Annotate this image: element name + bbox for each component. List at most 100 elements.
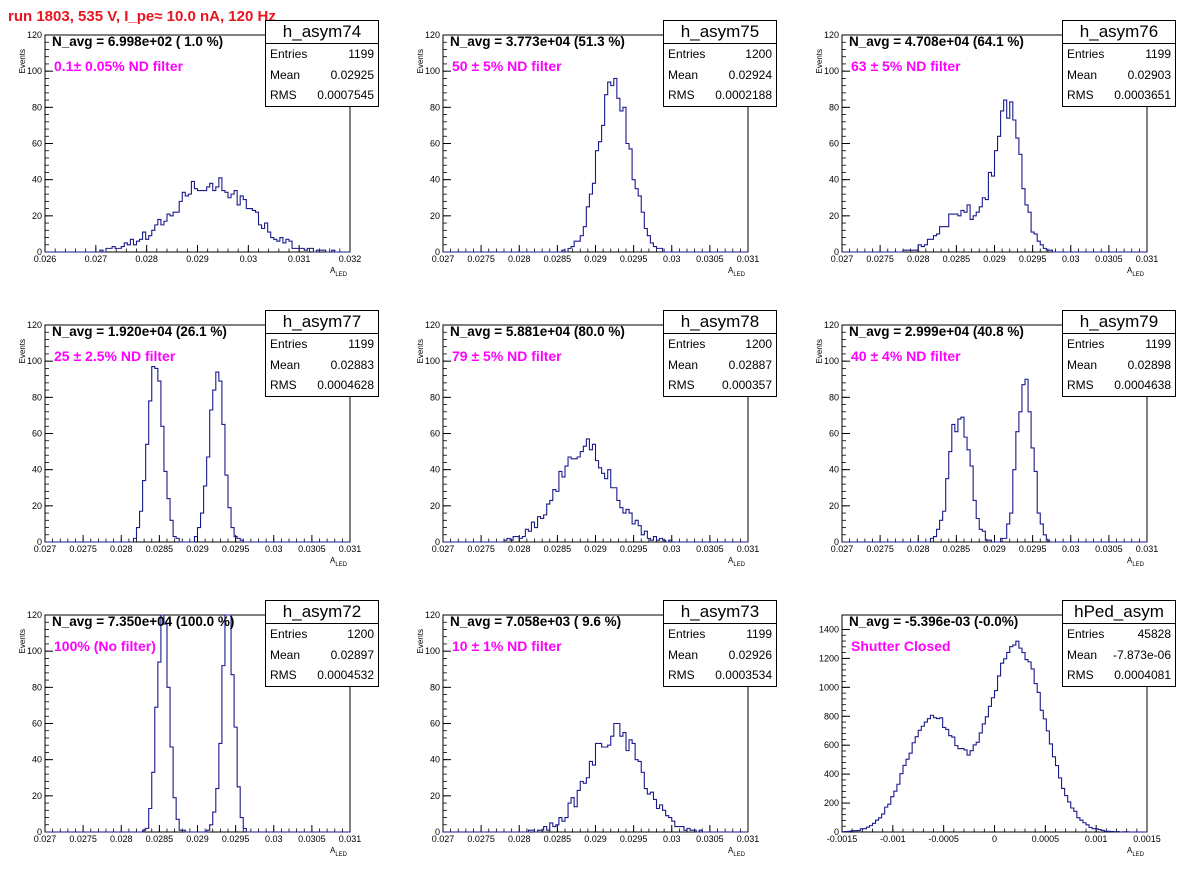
rms-label: RMS <box>1067 88 1094 102</box>
entries-value: 1200 <box>745 47 772 61</box>
x-tick-label: 0.0295 <box>222 834 250 844</box>
y-tick-label: 1200 <box>819 653 839 663</box>
x-tick-label: 0.029 <box>186 254 209 264</box>
y-tick-label: 20 <box>829 211 839 221</box>
y-tick-label: 40 <box>829 175 839 185</box>
x-tick-label: -0.0005 <box>928 834 959 844</box>
y-tick-label: 120 <box>425 320 440 330</box>
stats-box: h_asym73 Entries 1199 Mean 0.02926 RMS 0.00… <box>663 600 777 687</box>
run-title: run 1803, 535 V, I_pe≈ 10.0 nA, 120 Hz <box>8 8 276 25</box>
histogram-plot: 0.027 0.0275 0.028 0.0285 0.029 0.0295 0.03 0.0… <box>416 320 759 568</box>
histogram-panel: 0.027 0.0275 0.028 0.0285 0.029 0.0295 0.03 0.0… <box>398 598 796 888</box>
histogram-series <box>45 366 350 543</box>
x-tick-label: 0.028 <box>907 544 930 554</box>
x-tick-label: 0.031 <box>737 254 760 264</box>
histogram-plot: 0.027 0.0275 0.028 0.0285 0.029 0.0295 0.03 0.0… <box>416 30 760 278</box>
y-tick-label: 120 <box>824 320 839 330</box>
x-tick-label: -0.0015 <box>827 834 858 844</box>
y-axis-title: Events <box>815 339 824 363</box>
entries-value: 1200 <box>347 627 374 641</box>
x-tick-label: 0.0305 <box>298 834 326 844</box>
y-tick-label: 60 <box>430 429 440 439</box>
entries-value: 1199 <box>1145 47 1171 61</box>
rms-value: 0.0003534 <box>715 668 772 682</box>
histogram-panel: -0.0015 -0.001 -0.0005 0 0.0005 0.001 0.0015 0 2… <box>797 598 1195 888</box>
filter-annotation: 40 ± 4% ND filter <box>851 348 961 364</box>
mean-value: 0.02887 <box>728 357 772 372</box>
x-tick-label: 0.029 <box>584 834 607 844</box>
filter-annotation: 50 ± 5% ND filter <box>452 58 562 74</box>
x-tick-label: 0.031 <box>339 834 362 844</box>
y-tick-label: 100 <box>27 646 42 656</box>
entries-value: 1200 <box>745 337 772 351</box>
y-tick-label: 120 <box>824 30 839 40</box>
x-tick-label: 0.027 <box>831 544 854 554</box>
y-tick-label: 20 <box>430 501 440 511</box>
rms-value: 0.0003651 <box>1114 88 1171 102</box>
x-tick-label: 0.0305 <box>298 544 326 554</box>
histogram-panel: 0.027 0.0275 0.028 0.0285 0.029 0.0295 0.03 0.0… <box>0 308 398 598</box>
rms-value: 0.0007545 <box>317 88 374 102</box>
x-axis-title: ALED <box>728 556 746 568</box>
y-tick-label: 60 <box>829 429 839 439</box>
y-axis-title: Events <box>18 49 27 73</box>
x-tick-label: 0.028 <box>135 254 158 264</box>
rms-value: 0.000357 <box>721 378 772 392</box>
stats-box: h_asym79 Entries 1199 Mean 0.02898 RMS 0.00… <box>1062 310 1176 397</box>
x-tick-label: 0.031 <box>1136 254 1159 264</box>
x-tick-label: 0.0305 <box>696 254 724 264</box>
y-tick-label: 40 <box>430 465 440 475</box>
y-tick-label: 60 <box>32 429 42 439</box>
y-axis-title: Events <box>815 49 824 73</box>
entries-value: 1199 <box>348 337 374 351</box>
mean-value: 0.02883 <box>330 357 374 372</box>
x-tick-label: 0.028 <box>508 254 531 264</box>
x-tick-label: 0.03 <box>1062 544 1080 554</box>
histogram-name: hPed_asym <box>1063 601 1175 624</box>
x-tick-label: 0.029 <box>186 544 209 554</box>
y-tick-label: 1400 <box>819 624 839 634</box>
x-tick-label: 0.0295 <box>1019 254 1047 264</box>
histogram-plot: 0.027 0.0275 0.028 0.0285 0.029 0.0295 0.03 0.0… <box>18 610 362 858</box>
mean-value: 0.02926 <box>728 647 772 662</box>
y-tick-label: 0 <box>37 827 42 837</box>
x-tick-label: 0.0005 <box>1032 834 1060 844</box>
y-tick-label: 20 <box>32 211 42 221</box>
mean-label: Mean <box>1067 357 1098 372</box>
y-tick-label: 120 <box>425 610 440 620</box>
x-tick-label: 0.03 <box>240 254 258 264</box>
x-tick-label: 0.03 <box>1062 254 1080 264</box>
mean-value: 0.02903 <box>1127 67 1171 82</box>
y-tick-label: 80 <box>32 682 42 692</box>
y-tick-label: 1000 <box>819 682 839 692</box>
x-tick-label: 0.0275 <box>467 834 495 844</box>
x-tick-label: 0.028 <box>907 254 930 264</box>
rms-value: 0.0004638 <box>1114 378 1171 392</box>
filter-annotation: 63 ± 5% ND filter <box>851 58 961 74</box>
navg-label: N_avg = 7.350e+04 (100.0 %) <box>52 614 235 629</box>
histogram-series <box>45 614 350 833</box>
x-tick-label: 0.027 <box>34 544 57 554</box>
x-tick-label: 0.031 <box>288 254 311 264</box>
histogram-name: h_asym74 <box>266 21 378 44</box>
y-axis-title: Events <box>416 629 425 653</box>
y-tick-label: 0 <box>37 537 42 547</box>
x-tick-label: 0.0285 <box>544 544 572 554</box>
y-tick-label: 0 <box>834 827 839 837</box>
y-tick-label: 600 <box>824 740 839 750</box>
filter-annotation: 0.1± 0.05% ND filter <box>54 58 184 74</box>
navg-label: N_avg = 4.708e+04 (64.1 %) <box>849 34 1024 49</box>
y-tick-label: 40 <box>829 465 839 475</box>
mean-value: 0.02898 <box>1127 357 1171 372</box>
y-tick-label: 80 <box>32 102 42 112</box>
y-tick-label: 80 <box>430 682 440 692</box>
x-tick-label: 0.027 <box>432 254 455 264</box>
stats-box: h_asym77 Entries 1199 Mean 0.02883 RMS 0.00… <box>265 310 379 397</box>
y-tick-label: 60 <box>430 719 440 729</box>
x-tick-label: 0.032 <box>339 254 362 264</box>
x-tick-label: 0.0275 <box>866 254 894 264</box>
filter-annotation: Shutter Closed <box>851 638 951 654</box>
x-tick-label: 0.03 <box>663 834 681 844</box>
histogram-series <box>443 438 748 543</box>
y-tick-label: 800 <box>824 711 839 721</box>
